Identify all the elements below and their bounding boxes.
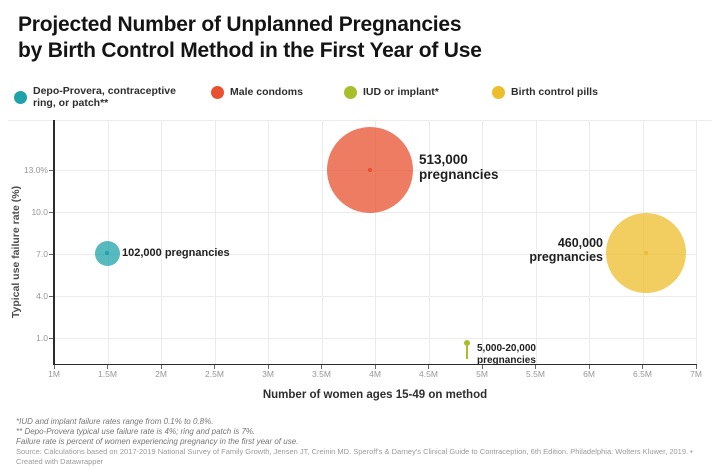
y-tick-mark: [49, 254, 53, 255]
x-tick-label: 3M: [262, 369, 274, 379]
annotation-pills-value: 460,000: [557, 236, 603, 250]
x-gridline: [428, 120, 430, 364]
legend-item-iud-implant: IUD or implant*: [344, 86, 439, 99]
x-tick-mark: [374, 365, 376, 369]
x-tick-mark: [214, 365, 215, 369]
x-gridline: [375, 120, 376, 364]
x-tick-mark: [481, 365, 483, 369]
bubble-center-dot-condoms: [368, 168, 372, 172]
x-tick-label: 1M: [48, 369, 60, 379]
y-axis-line: [53, 120, 55, 364]
annotation-depo: 102,000 pregnancies: [122, 247, 230, 259]
x-tick-label: 4M: [369, 369, 381, 379]
y-tick-label: 7.0: [36, 249, 48, 259]
y-tick-label: 10.0: [31, 207, 48, 217]
annotation-condoms: 513,000 pregnancies: [419, 152, 499, 182]
x-gridline: [161, 120, 162, 364]
footnote-depo: ** Depo-Provera typical use failure rate…: [16, 427, 256, 436]
plot-top-gridline: [8, 120, 712, 121]
legend-label: Depo-Provera, contraceptive ring, or pat…: [33, 85, 176, 109]
x-tick-label: 5M: [476, 369, 488, 379]
x-axis-title: Number of women ages 15-49 on method: [262, 389, 488, 401]
chart-title-line1: Projected Number of Unplanned Pregnancie…: [18, 13, 462, 36]
legend-label: Male condoms: [230, 85, 303, 98]
x-tick-label: 2.5M: [205, 369, 224, 379]
y-tick-mark: [49, 170, 53, 171]
x-tick-label: 1.5M: [98, 369, 117, 379]
legend-label-line2: ring, or patch**: [33, 96, 109, 109]
annotation-pills-unit: pregnancies: [529, 250, 603, 264]
x-gridline: [321, 120, 323, 364]
x-tick-mark: [588, 365, 590, 369]
x-tick-mark: [428, 365, 429, 369]
x-tick-mark: [160, 365, 162, 369]
x-tick-label: 3.5M: [312, 369, 331, 379]
legend-label-line1: Depo-Provera, contraceptive: [33, 85, 176, 97]
annotation-condoms-value: 513,000: [419, 152, 468, 167]
y-gridline: [54, 296, 696, 297]
y-tick-mark: [49, 296, 53, 297]
y-tick-mark: [49, 338, 53, 339]
y-axis-title: Typical use failure rate (%): [10, 185, 22, 319]
x-gridline: [696, 120, 697, 364]
x-gridline: [214, 120, 216, 364]
legend-item-male-condoms: Male condoms: [211, 86, 303, 99]
footnote-iud: *IUD and implant failure rates range fro…: [16, 417, 214, 426]
x-tick-mark: [107, 365, 108, 369]
y-tick-label: 4.0: [36, 291, 48, 301]
legend-dot-red-icon: [211, 86, 224, 99]
x-tick-mark: [535, 365, 536, 369]
annotation-condoms-unit: pregnancies: [419, 167, 499, 182]
annotation-iud: 5,000-20,000 pregnancies: [477, 343, 536, 366]
x-tick-mark: [321, 365, 322, 369]
annotation-iud-unit: pregnancies: [477, 354, 536, 366]
x-gridline: [589, 120, 590, 364]
x-tick-label: 6M: [583, 369, 595, 379]
x-tick-mark: [267, 365, 269, 369]
x-gridline: [268, 120, 269, 364]
annotation-pills: 460,000 pregnancies: [480, 236, 603, 264]
x-gridline: [535, 120, 537, 364]
x-tick-mark: [695, 365, 697, 369]
x-tick-label: 6.5M: [633, 369, 652, 379]
footnote-failure-rate: Failure rate is percent of women experie…: [16, 437, 299, 446]
annotation-iud-value: 5,000-20,000: [477, 343, 536, 354]
y-tick-label: 1.0: [36, 333, 48, 343]
legend-label: Birth control pills: [511, 85, 598, 98]
source-credit: Source: Calculations based on 2017-2019 …: [16, 447, 693, 466]
bubble-iud-implant: [464, 339, 470, 346]
iud-range-line: [466, 345, 468, 359]
bubble-center-dot-depo: [105, 251, 109, 255]
x-tick-label: 4.5M: [419, 369, 438, 379]
x-tick-mark: [53, 365, 55, 369]
legend-item-birth-control-pills: Birth control pills: [492, 86, 598, 99]
legend-dot-yellow-icon: [492, 86, 505, 99]
legend-item-depo-provera: Depo-Provera, contraceptive ring, or pat…: [14, 85, 176, 109]
legend-dot-teal-icon: [14, 91, 27, 104]
bubble-center-dot-pills: [644, 251, 648, 255]
x-axis-line: [53, 363, 697, 365]
legend-dot-olive-icon: [344, 86, 357, 99]
y-tick-label: 13.0%: [23, 165, 48, 175]
y-gridline: [54, 254, 696, 255]
legend-label: IUD or implant*: [363, 85, 439, 98]
chart-title: Projected Number of Unplanned Pregnancie…: [18, 12, 482, 64]
x-gridline: [482, 120, 483, 364]
x-tick-label: 7M: [690, 369, 702, 379]
x-tick-label: 5.5M: [526, 369, 545, 379]
chart-title-line2: by Birth Control Method in the First Yea…: [18, 39, 482, 62]
y-gridline: [54, 338, 696, 339]
x-tick-label: 2M: [155, 369, 167, 379]
x-tick-mark: [642, 365, 643, 369]
y-tick-mark: [49, 212, 53, 213]
